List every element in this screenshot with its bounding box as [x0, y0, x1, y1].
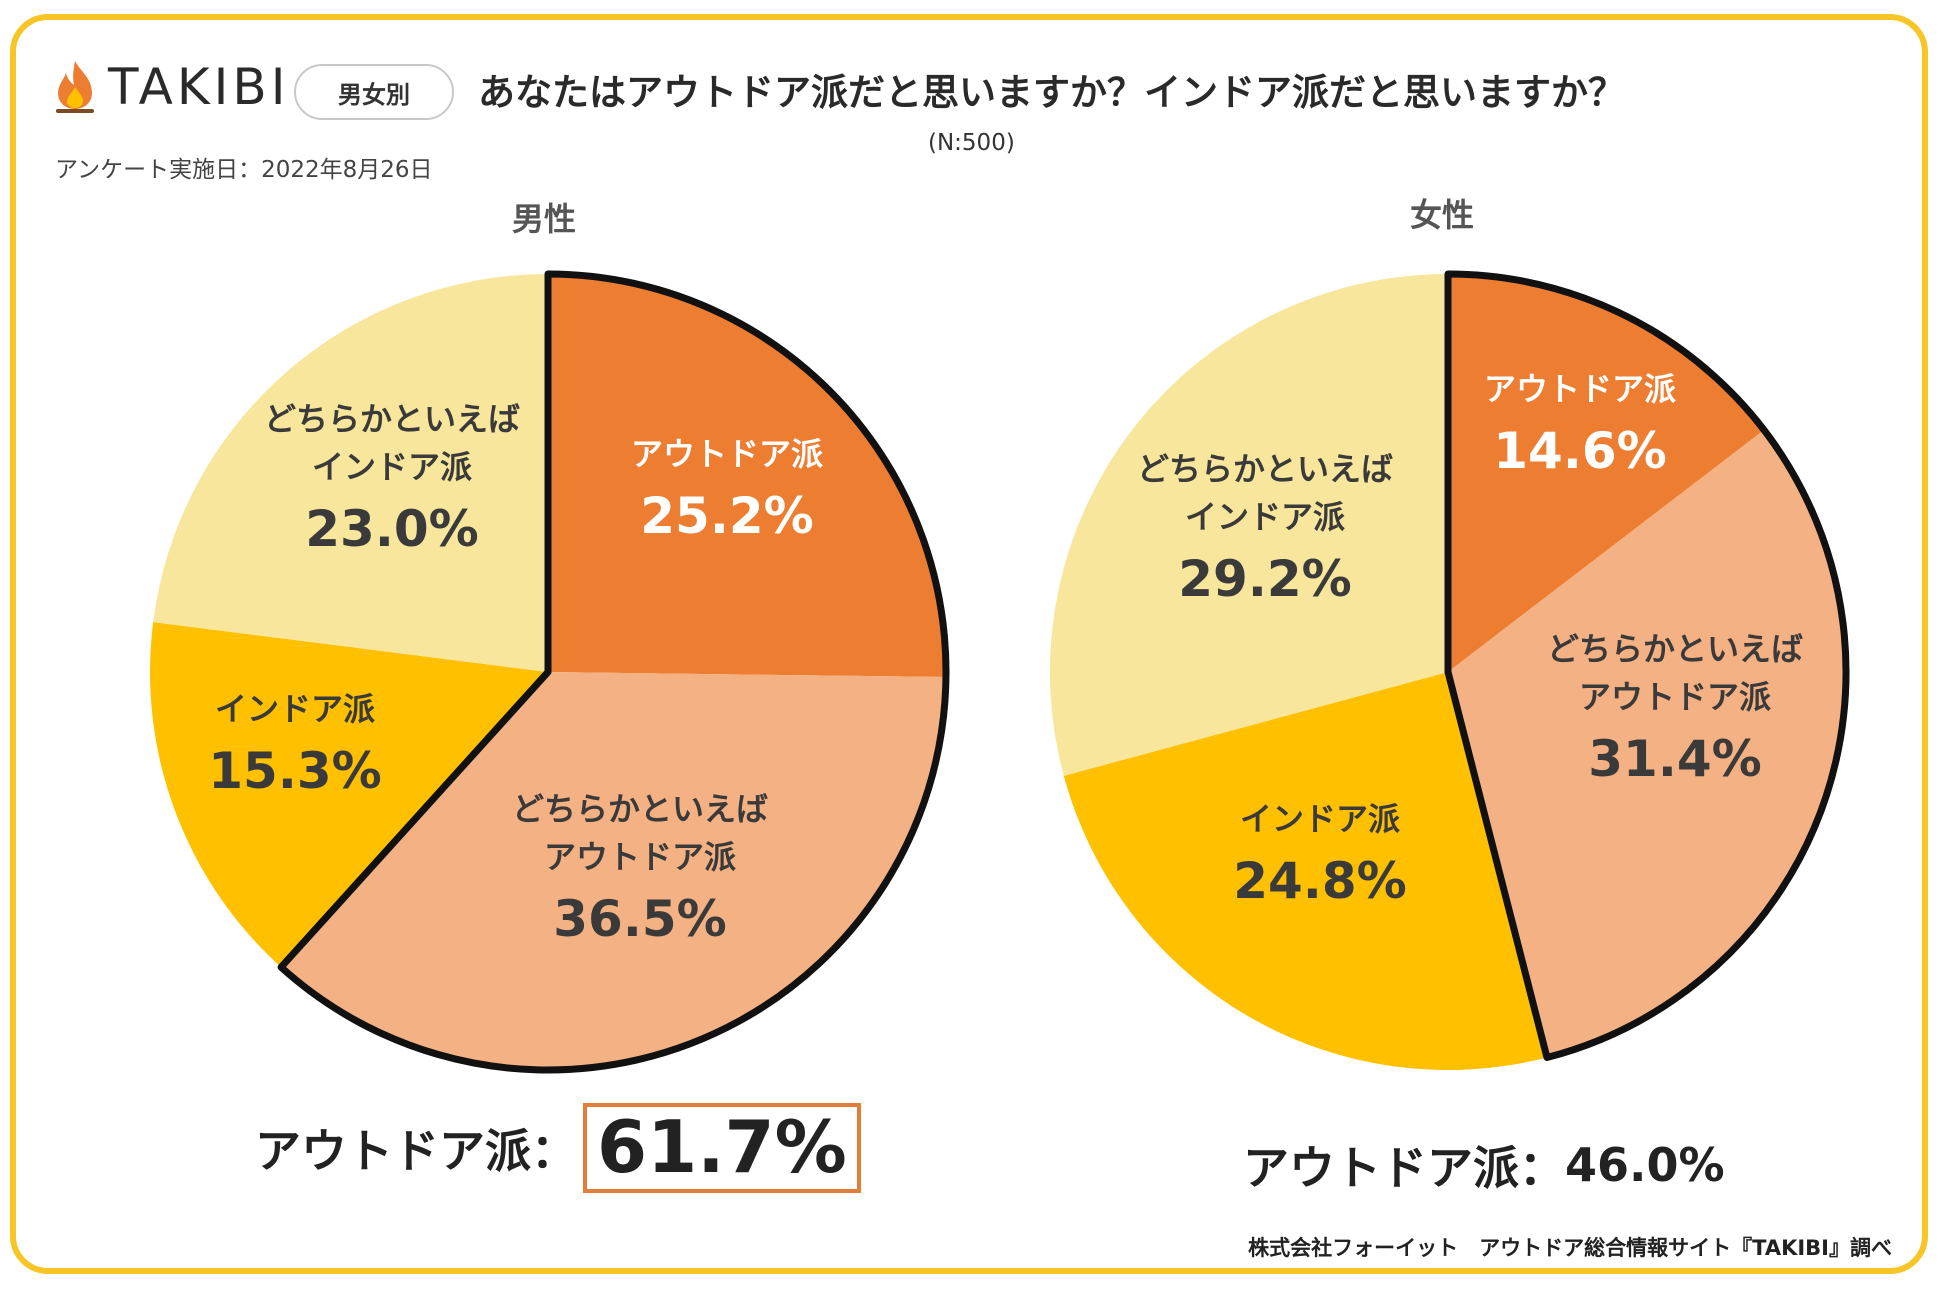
- slice-male-lean-outdoor: [281, 672, 946, 1070]
- summary-female-label: アウトドア派：: [1243, 1141, 1565, 1195]
- value-female-indoor: 24.8%: [1233, 852, 1406, 910]
- label-male-outdoor-line1: アウトドア派: [631, 435, 823, 473]
- pie-title-female: 女性: [1410, 196, 1475, 234]
- slice-female-lean-indoor: [1050, 274, 1448, 776]
- slice-female-lean-outdoor: [1448, 430, 1846, 1058]
- value-male-indoor: 15.3%: [208, 742, 381, 800]
- label-male-lean-indoor-line1: どちらかといえば: [264, 400, 520, 438]
- slice-female-outdoor: [1448, 274, 1765, 672]
- value-male-outdoor: 25.2%: [640, 487, 813, 545]
- pie-female: アウトドア派14.6%どちらかといえばアウトドア派31.4%インドア派24.8%…: [1050, 270, 1850, 1070]
- slice-male-lean-indoor: [153, 274, 548, 672]
- label-female-lean-outdoor-line2: アウトドア派: [1579, 678, 1771, 716]
- outer-frame: [10, 14, 1928, 1274]
- value-female-lean-indoor: 29.2%: [1178, 550, 1351, 608]
- summary-male: アウトドア派： 61.7%: [255, 1103, 861, 1193]
- label-female-outdoor-line1: アウトドア派: [1484, 370, 1676, 408]
- outline-male-outdoor-group: [277, 270, 950, 1074]
- sample-size: (N:500): [928, 130, 1015, 156]
- takibi-logo: TAKIBI: [52, 58, 289, 116]
- label-male-lean-outdoor-line1: どちらかといえば: [512, 790, 768, 828]
- label-female-lean-outdoor-line1: どちらかといえば: [1547, 630, 1803, 668]
- label-female-indoor-line1: インドア派: [1240, 800, 1400, 838]
- outline-female-outdoor-group: [1444, 270, 1850, 1061]
- slice-male-indoor: [150, 622, 549, 968]
- gender-badge: 男女別: [294, 64, 454, 120]
- pie-title-male: 男性: [512, 200, 577, 238]
- label-female-lean-indoor-line1: どちらかといえば: [1137, 450, 1393, 488]
- summary-male-value: 61.7%: [583, 1103, 861, 1193]
- value-female-outdoor: 14.6%: [1493, 422, 1666, 480]
- value-female-lean-outdoor: 31.4%: [1588, 730, 1761, 788]
- flame-icon: [56, 61, 94, 113]
- summary-male-label: アウトドア派：: [255, 1124, 577, 1178]
- summary-female: アウトドア派： 46.0%: [1243, 1132, 1725, 1198]
- label-female-lean-indoor-line2: インドア派: [1185, 498, 1345, 536]
- survey-date: アンケート実施日：2022年8月26日: [55, 157, 433, 183]
- brand-name: TAKIBI: [108, 58, 290, 116]
- label-male-lean-indoor-line2: インドア派: [312, 448, 472, 486]
- credit-note: 株式会社フォーイット アウトドア総合情報サイト『TAKIBI』調べ: [1248, 1236, 1892, 1260]
- value-male-lean-outdoor: 36.5%: [553, 890, 726, 948]
- slice-male-outdoor: [548, 274, 946, 678]
- value-male-lean-indoor: 23.0%: [305, 500, 478, 558]
- label-male-lean-outdoor-line2: アウトドア派: [544, 838, 736, 876]
- slice-female-indoor: [1063, 672, 1547, 1070]
- page-title: あなたはアウトドア派だと思いますか？インドア派だと思いますか？: [478, 71, 1625, 114]
- label-male-indoor-line1: インドア派: [215, 690, 375, 728]
- summary-female-value: 46.0%: [1565, 1138, 1725, 1192]
- pie-male: アウトドア派25.2%どちらかといえばアウトドア派36.5%インドア派15.3%…: [150, 270, 950, 1074]
